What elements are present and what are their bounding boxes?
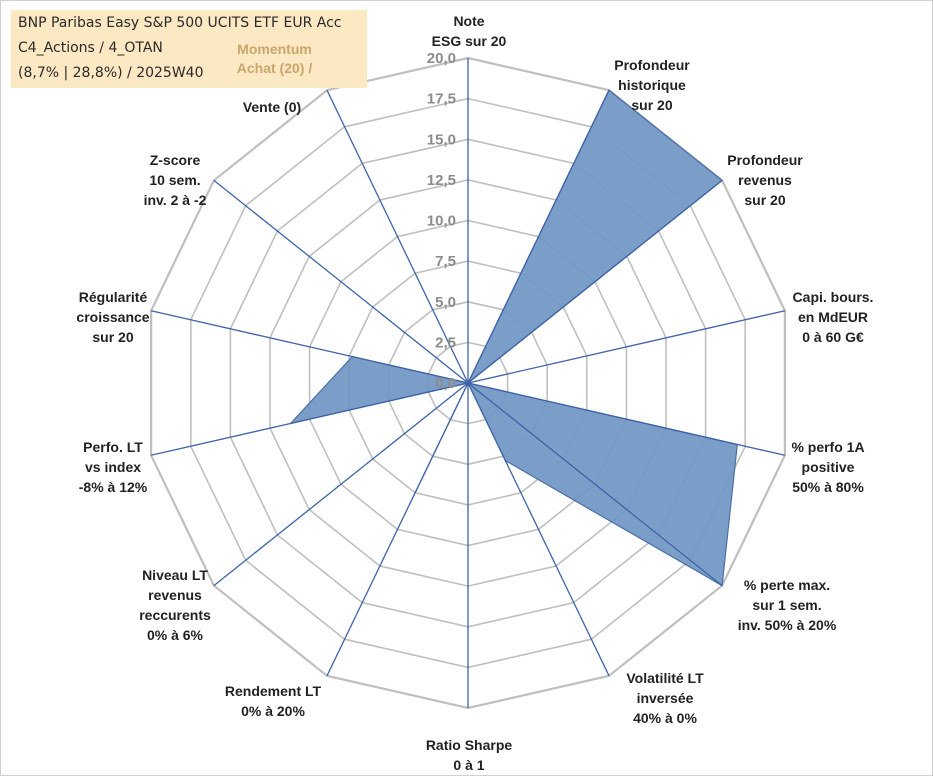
momentum-label: Momentum Achat (20) / (236, 41, 313, 76)
axis-label-line: croissance (76, 309, 149, 325)
axis-spoke (213, 382, 469, 587)
axis-label: Vente (0) (243, 99, 301, 115)
axis-spoke (467, 179, 723, 384)
axis-label: % perfo 1A positive 50% à 80% (791, 439, 864, 495)
axis-label: Profondeur revenus sur 20 (727, 152, 803, 208)
axis-label-line: vs index (85, 459, 141, 475)
axis-label-line: Z-score (150, 152, 201, 168)
axis-label: Volatilité LT inversée 40% à 0% (626, 670, 704, 726)
axis-spoke (326, 89, 469, 384)
axis-spoke (467, 382, 786, 456)
tick-label: 5,0 (435, 294, 456, 311)
fund-period: (8,7% | 28,8%) / 2025W40 (18, 65, 204, 81)
axis-label: Perfo. LT vs index -8% à 12% (79, 439, 148, 495)
axis-spoke (150, 310, 469, 384)
axis-label-line: Niveau LT (142, 567, 208, 583)
axis-label-line: Note (453, 13, 484, 29)
axis-label-line: Profondeur (727, 152, 803, 168)
axis-spoke (467, 382, 610, 677)
axis-spoke (467, 89, 610, 384)
axis-label-line: % perte max. (744, 577, 830, 593)
tick-label: 12,5 (427, 172, 456, 189)
axis-label-line: sur 1 sem. (752, 597, 821, 613)
axis-spoke (467, 310, 786, 384)
axis-label-line: 40% à 0% (633, 710, 697, 726)
axis-label-line: Volatilité LT (626, 670, 704, 686)
label-layer: Note ESG sur 20 Profondeur historique sur 20… (76, 13, 873, 773)
fund-name: BNP Paribas Easy S&P 500 UCITS ETF EUR A… (18, 15, 342, 31)
axis-label-line: Profondeur (614, 57, 690, 73)
axis-label-line: 10 sem. (149, 172, 200, 188)
axis-spoke (150, 382, 469, 456)
axis-label: Rendement LT 0% à 20% (225, 683, 322, 719)
axis-label-line: % perfo 1A (791, 439, 864, 455)
axis-label-line: sur 20 (92, 329, 133, 345)
axis-label-line: positive (802, 459, 855, 475)
axis-label: Niveau LT revenus reccurents 0% à 6% (139, 567, 211, 643)
axis-label-line: ESG sur 20 (432, 33, 507, 49)
axis-label: Z-score 10 sem. inv. 2 à -2 (144, 152, 207, 208)
tick-label: 15,0 (427, 131, 456, 148)
axis-label-line: 0% à 6% (147, 627, 204, 643)
axis-label-line: Perfo. LT (83, 439, 143, 455)
axis-label-line: inversée (637, 690, 694, 706)
axis-label-line: inv. 2 à -2 (144, 192, 207, 208)
axis-label-line: Vente (0) (243, 99, 301, 115)
axis-spoke (467, 382, 723, 587)
axis-label-line: 0 à 60 G€ (802, 329, 864, 345)
axis-label-line: Ratio Sharpe (426, 737, 513, 753)
axis-label-line: Rendement LT (225, 683, 322, 699)
axis-label-line: Régularité (79, 289, 148, 305)
axis-label-line: 50% à 80% (792, 479, 864, 495)
fund-info-box: BNP Paribas Easy S&P 500 UCITS ETF EUR A… (11, 10, 367, 88)
axis-label-line: reccurents (139, 607, 211, 623)
tick-label: 17,5 (427, 91, 456, 108)
axis-label: Régularité croissance sur 20 (76, 289, 149, 345)
axis-label: Note ESG sur 20 (432, 13, 507, 49)
axis-label-line: sur 20 (744, 192, 785, 208)
axis-label: Ratio Sharpe 0 à 1 (426, 737, 513, 773)
tick-label: 0,0 (435, 375, 456, 392)
axis-label-line: inv. 50% à 20% (738, 617, 837, 633)
axis-spoke (213, 179, 469, 384)
axis-spoke (326, 382, 469, 677)
axis-label-line: 0% à 20% (241, 703, 305, 719)
fund-category: C4_Actions / 4_OTAN (18, 40, 163, 56)
axis-layer (150, 58, 786, 708)
tick-label: 10,0 (427, 213, 456, 230)
axis-label-line: revenus (148, 587, 202, 603)
axis-label: % perte max. sur 1 sem. inv. 50% à 20% (738, 577, 837, 633)
axis-label: Capi. bours. en MdEUR 0 à 60 G€ (793, 289, 874, 345)
axis-label-line: sur 20 (631, 97, 672, 113)
axis-label: Profondeur historique sur 20 (614, 57, 690, 113)
tick-layer: 0,0 2,5 5,0 7,5 10,0 12,5 15,0 17,5 20,0 (427, 50, 456, 392)
axis-label-line: Capi. bours. (793, 289, 874, 305)
axis-label-line: en MdEUR (798, 309, 868, 325)
tick-label: 20,0 (427, 50, 456, 67)
tick-label: 2,5 (435, 334, 456, 351)
axis-label-line: 0 à 1 (453, 757, 484, 773)
axis-label-line: historique (618, 77, 686, 93)
axis-label-line: revenus (738, 172, 792, 188)
axis-label-line: -8% à 12% (79, 479, 148, 495)
tick-label: 7,5 (435, 253, 456, 270)
